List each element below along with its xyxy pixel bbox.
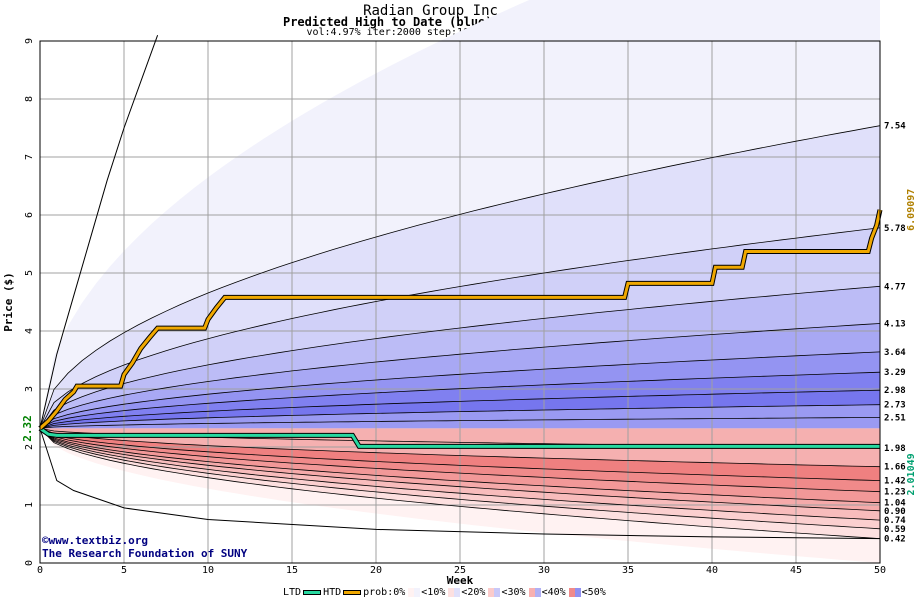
quantile-line-2.98 — [39, 389, 881, 429]
low-band-6 — [40, 428, 880, 503]
quantile-line-0.42 — [39, 428, 881, 539]
quantile-label: 1.42 — [884, 477, 906, 487]
quantile-label: 1.23 — [884, 488, 906, 498]
y-tick-label: 0 — [24, 560, 35, 566]
legend-htd-label: HTD — [323, 587, 342, 598]
y-axis-title: Price ($) — [2, 272, 15, 332]
x-tick-label: 30 — [538, 565, 550, 576]
y-tick-label: 3 — [24, 386, 35, 392]
legend-band-swatch-1 — [408, 588, 421, 597]
quantile-label: 0.42 — [884, 535, 906, 545]
quantile-line-3.64 — [39, 351, 881, 429]
high-band-5 — [40, 323, 880, 429]
legend: LTD HTD prob:0% <10% <20% <30% <40% <50% — [283, 587, 606, 598]
legend-ltd-label: LTD — [283, 587, 302, 598]
legend-htd-swatch — [343, 590, 362, 595]
y-tick-label: 9 — [24, 38, 35, 44]
quantile-label: 2.51 — [884, 413, 906, 423]
x-tick-label: 5 — [121, 565, 127, 576]
quantile-label: 0.90 — [884, 507, 906, 517]
quantile-label: 3.64 — [884, 348, 906, 358]
low-band-7 — [40, 428, 880, 492]
high-band-4 — [40, 286, 880, 429]
x-tick-label: 20 — [370, 565, 382, 576]
quantile-line-0.59 — [39, 428, 881, 530]
x-tick-label: 0 — [37, 565, 43, 576]
y-tick-label: 6 — [24, 212, 35, 218]
legend-ltd-swatch — [303, 590, 322, 595]
quantile-line-7.54 — [39, 125, 881, 429]
quantile-line-4.13 — [39, 323, 881, 429]
outer-lower-line — [39, 428, 881, 540]
x-tick-label: 50 — [874, 565, 886, 576]
legend-band-5: <50% — [581, 587, 606, 598]
htd-series-line — [39, 209, 882, 430]
outer-upper-line — [39, 35, 159, 429]
quantile-label: 3.29 — [884, 368, 906, 378]
x-tick-label: 25 — [454, 565, 466, 576]
quantile-line-2.73 — [39, 404, 881, 429]
legend-band-3: <30% — [501, 587, 526, 598]
x-tick-label: 15 — [286, 565, 298, 576]
legend-band-swatch-5 — [568, 588, 581, 597]
quantile-label: 4.13 — [884, 319, 906, 329]
quantile-label: 0.74 — [884, 516, 906, 526]
quantile-label: 2.98 — [884, 386, 906, 396]
high-band-6 — [40, 351, 880, 429]
y-tick-label: 1 — [24, 502, 35, 508]
quantile-line-3.29 — [39, 371, 881, 429]
y-tick-label: 7 — [24, 154, 35, 160]
quantile-label: 1.04 — [884, 499, 906, 509]
quantile-label: 0.59 — [884, 525, 906, 535]
quantile-line-1.66 — [39, 428, 881, 468]
y-tick-label: 5 — [24, 270, 35, 276]
x-tick-label: 10 — [202, 565, 214, 576]
credit-org: The Research Foundation of SUNY — [42, 547, 248, 560]
plot-frame — [39, 40, 881, 564]
ltd-series-line — [39, 427, 880, 448]
quantile-line-1.42 — [39, 428, 881, 481]
quantile-line-1.23 — [39, 428, 881, 493]
start-price-label: 2.32 — [21, 415, 34, 442]
quantile-line-2.51 — [39, 417, 881, 429]
y-tick-label: 4 — [24, 328, 35, 334]
ltd-end-label: 2.01049 — [906, 453, 917, 495]
legend-band-2: <20% — [461, 587, 486, 598]
x-tick-label: 35 — [622, 565, 634, 576]
quantile-label: 2.73 — [884, 401, 906, 411]
low-band-8 — [40, 428, 880, 481]
y-tick-label: 2 — [24, 444, 35, 450]
quantile-line-5.78 — [39, 227, 881, 429]
x-tick-label: 45 — [790, 565, 802, 576]
quantile-label: 5.78 — [884, 224, 906, 234]
quantile-label: 7.54 — [884, 122, 906, 132]
legend-band-swatch-2 — [448, 588, 461, 597]
quantile-line-0.74 — [39, 428, 881, 521]
legend-band-swatch-4 — [528, 588, 541, 597]
legend-band-swatch-3 — [488, 588, 501, 597]
quantile-line-0.90 — [39, 428, 881, 512]
quantile-label: 4.77 — [884, 282, 906, 292]
x-axis-title: Week — [447, 574, 474, 587]
htd-end-label: 6.09097 — [906, 189, 917, 231]
x-tick-label: 40 — [706, 565, 718, 576]
quantile-line-4.77 — [39, 285, 881, 429]
credit-url: ©www.textbiz.org — [42, 534, 148, 547]
legend-prob-label: prob:0% — [363, 587, 406, 598]
high-band-3 — [40, 227, 880, 429]
quantile-label: 1.98 — [884, 444, 906, 454]
low-band-1 — [40, 428, 880, 563]
quantile-line-1.04 — [39, 428, 881, 504]
legend-band-1: <10% — [421, 587, 446, 598]
y-tick-label: 8 — [24, 96, 35, 102]
legend-band-4: <40% — [541, 587, 566, 598]
quantile-label: 1.66 — [884, 463, 906, 473]
